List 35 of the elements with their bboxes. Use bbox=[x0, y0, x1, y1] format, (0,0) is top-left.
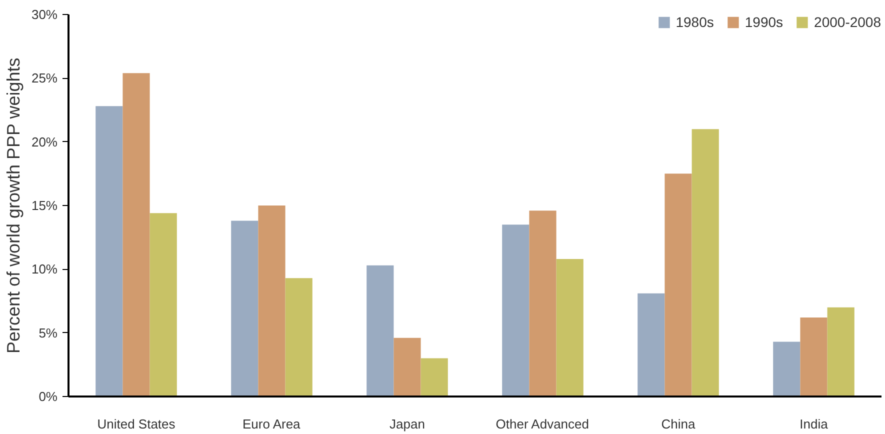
bar bbox=[773, 342, 800, 396]
bar bbox=[96, 106, 123, 396]
y-tick-label: 5% bbox=[38, 325, 58, 340]
y-axis-title: Percent of world growth PPP weights bbox=[3, 58, 24, 354]
bar bbox=[556, 258, 584, 396]
bar bbox=[258, 206, 286, 396]
x-tick-label: Euro Area bbox=[242, 416, 302, 432]
bar bbox=[529, 210, 556, 396]
bar bbox=[366, 265, 394, 396]
bar bbox=[150, 213, 177, 396]
x-tick-label: India bbox=[800, 416, 829, 432]
y-tick-label: 10% bbox=[31, 262, 58, 277]
x-tick-label: Japan bbox=[390, 416, 425, 432]
x-tick-label: China bbox=[661, 416, 696, 432]
x-tick-label: Other Advanced bbox=[496, 416, 590, 432]
x-tick-label: United States bbox=[97, 416, 176, 432]
y-tick-label: 20% bbox=[31, 134, 58, 150]
y-tick-label: 25% bbox=[31, 70, 58, 86]
y-tick-label: 0% bbox=[38, 389, 58, 404]
bar bbox=[638, 293, 665, 396]
bar bbox=[502, 224, 530, 396]
bar bbox=[285, 278, 312, 396]
bar bbox=[827, 307, 854, 396]
y-tick-label: 30% bbox=[31, 7, 58, 22]
bar bbox=[692, 129, 719, 396]
y-tick-label: 15% bbox=[31, 198, 58, 213]
bar bbox=[800, 318, 828, 396]
legend-label: 1990s bbox=[744, 14, 784, 30]
bar bbox=[664, 174, 692, 396]
bar bbox=[394, 338, 421, 396]
bar bbox=[420, 358, 448, 396]
legend-label: 1980s bbox=[676, 14, 714, 30]
bar bbox=[122, 73, 150, 396]
bar bbox=[231, 220, 258, 396]
legend-label: 2000-2008 bbox=[814, 14, 881, 30]
